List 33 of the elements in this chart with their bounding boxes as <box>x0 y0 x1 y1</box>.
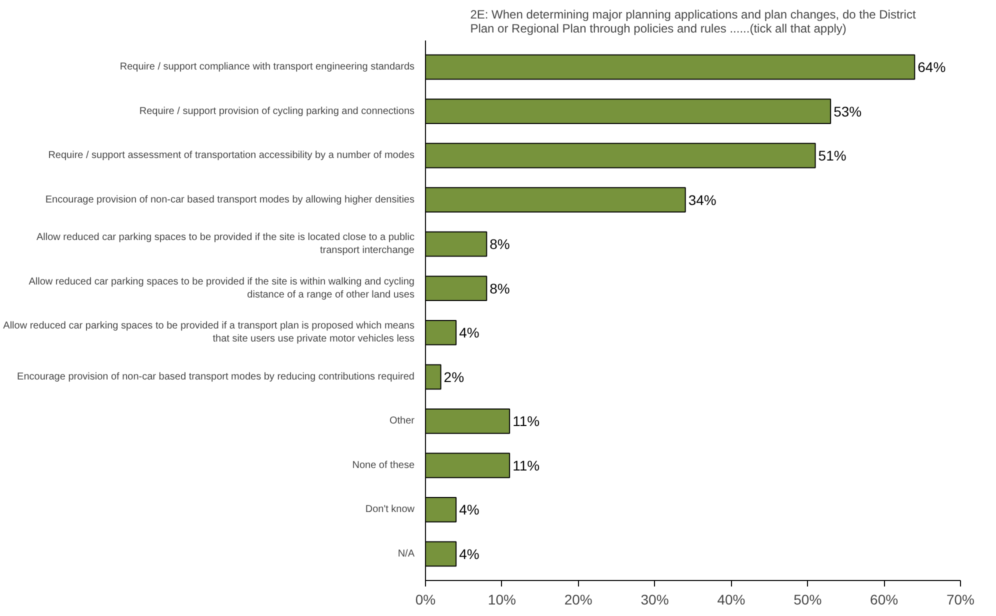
x-tick-label: 50% <box>794 592 822 608</box>
y-tick-label: Require / support assessment of transportation accessibility by a number of modes <box>48 150 415 162</box>
y-tick-label: Allow reduced car parking spaces to be provided if the site is within walking and cycling distance of a range of other land uses <box>28 276 415 300</box>
data-label: 8% <box>490 280 510 296</box>
data-label: 53% <box>834 103 862 120</box>
data-label: 2% <box>444 368 464 385</box>
y-tick-label: Encourage provision of non-car based transport modes by allowing higher densities <box>45 194 415 206</box>
y-tick-label: None of these <box>352 460 415 471</box>
x-tick-label: 0% <box>415 592 436 608</box>
chart-title: 2E: When determining major planning applications and plan changes, do the District Plan or Regional Plan through policies and rules ......(tick all that apply) <box>470 8 916 36</box>
data-label: 34% <box>688 192 716 208</box>
data-label: 51% <box>818 148 846 164</box>
x-tick-label: 20% <box>564 592 592 608</box>
y-tick-label: Other <box>389 416 416 427</box>
x-tick-label: 60% <box>870 592 898 608</box>
data-label: 4% <box>459 502 480 518</box>
y-tick-label: Require / support provision of cycling parking and connections <box>139 106 414 117</box>
data-label: 11% <box>512 457 540 474</box>
data-label: 8% <box>490 236 510 252</box>
y-tick-label: Encourage provision of non-car based transport modes by reducing contributions required <box>17 371 414 382</box>
y-tick-label: N/A <box>398 548 415 560</box>
data-label: 4% <box>459 324 480 341</box>
x-tick-label: 70% <box>946 592 975 608</box>
x-tick-label: 40% <box>717 592 746 608</box>
y-tick-label: Require / support compliance with transport engineering standards <box>120 62 414 73</box>
y-tick-label: Don't know <box>365 504 416 516</box>
y-tick-label: Allow reduced car parking spaces to be provided if the site is located close to a public transport interchange <box>36 232 415 256</box>
y-tick-label: Allow reduced car parking spaces to be provided if a transport plan is proposed which means that site users use private motor vehicles less <box>3 320 415 345</box>
data-label: 11% <box>512 413 540 430</box>
x-tick-label: 30% <box>640 592 669 608</box>
data-label: 4% <box>459 546 480 562</box>
x-tick-label: 10% <box>488 592 516 608</box>
data-label: 64% <box>918 59 946 76</box>
